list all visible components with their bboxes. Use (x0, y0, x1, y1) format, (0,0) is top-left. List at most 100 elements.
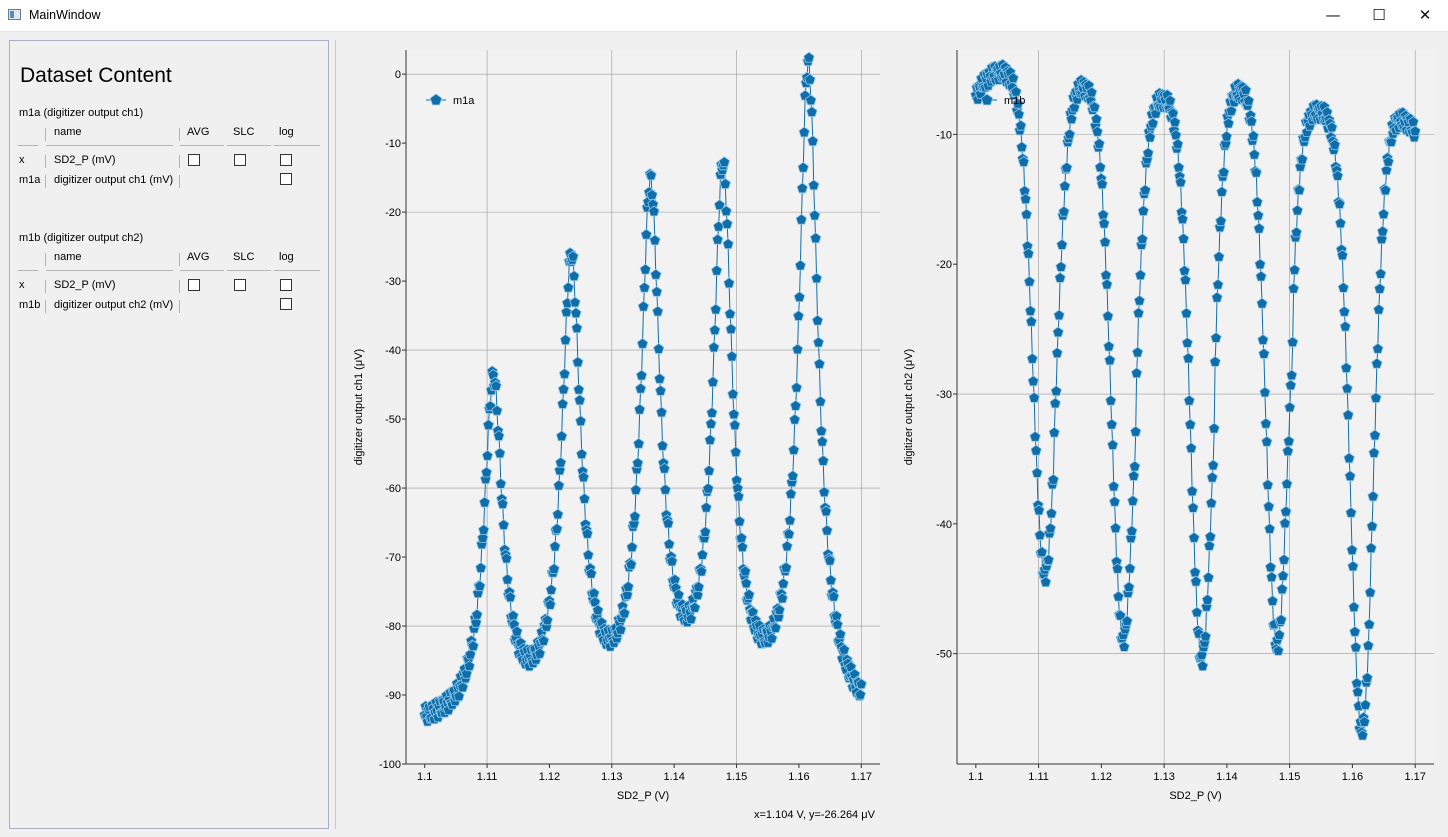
data-point (699, 526, 711, 538)
data-point (481, 449, 494, 461)
x-tick-label: 1.11 (477, 771, 498, 783)
data-point (1047, 473, 1060, 485)
data-point (718, 156, 731, 168)
data-point (585, 567, 597, 579)
data-point (793, 291, 806, 303)
data-point (1131, 346, 1144, 358)
x-tick-label: 1.1 (417, 771, 432, 783)
data-point (1123, 581, 1135, 593)
data-point (501, 573, 514, 585)
data-point (500, 552, 513, 564)
avg-checkbox-x-m1a[interactable] (188, 154, 200, 166)
data-point (1210, 332, 1222, 343)
avg-checkbox-x-m1b[interactable] (188, 279, 200, 291)
data-point (1259, 386, 1271, 398)
header-underline (18, 145, 38, 146)
data-point (549, 540, 561, 552)
data-point (1240, 84, 1252, 95)
data-point (1376, 225, 1389, 237)
window-title: MainWindow (29, 8, 101, 22)
data-point (1059, 180, 1071, 192)
y-axis-title: digitizer output ch1 (μV) (353, 349, 365, 465)
data-point (559, 334, 572, 346)
data-point (1010, 85, 1022, 97)
data-point (1275, 614, 1287, 625)
log-checkbox-m1b[interactable] (280, 298, 292, 310)
data-point (1051, 347, 1063, 359)
log-checkbox-m1a[interactable] (280, 173, 292, 185)
y-tick-label: -90 (385, 690, 401, 702)
data-point (1385, 136, 1397, 147)
data-point (1283, 435, 1295, 447)
data-point (1286, 369, 1298, 381)
data-point (1050, 385, 1062, 397)
data-point (727, 388, 739, 400)
data-point (1182, 352, 1195, 364)
data-point (572, 356, 584, 368)
data-point (1107, 439, 1119, 450)
legend-marker (980, 93, 994, 106)
data-point (1225, 105, 1238, 116)
data-point (634, 382, 647, 394)
data-point (1248, 148, 1261, 160)
data-point (1329, 138, 1341, 150)
data-point (560, 306, 573, 318)
close-button[interactable]: ✕ (1418, 6, 1432, 24)
y-tick-label: -60 (385, 483, 401, 495)
y-tick-label: -10 (385, 138, 401, 150)
data-point (1206, 471, 1218, 483)
x-tick-label: 1.17 (1404, 771, 1425, 783)
data-point (1276, 583, 1288, 595)
dataset-content-panel: Dataset Content m1a (digitizer output ch… (9, 40, 329, 829)
data-point (553, 479, 565, 491)
data-point (1053, 309, 1065, 321)
splitter-handle[interactable] (335, 40, 336, 829)
data-point (720, 205, 732, 217)
data-point (733, 515, 746, 527)
data-point (666, 555, 678, 567)
data-point (1130, 367, 1143, 379)
data-point (1029, 430, 1041, 442)
data-point (1255, 270, 1267, 282)
minimize-button[interactable]: — (1325, 6, 1341, 24)
header-slc: SLC (233, 126, 255, 138)
data-point (1369, 429, 1381, 441)
dataset-table-m1a: name AVG SLC log x SD2_P (mV) m1a digiti… (10, 125, 328, 188)
x-tick-label: 1.15 (1279, 771, 1300, 783)
data-point (651, 285, 663, 297)
header-avg: AVG (187, 251, 210, 263)
data-point (1253, 222, 1265, 234)
app-window-icon (8, 9, 21, 20)
data-point (662, 517, 674, 529)
data-point (478, 496, 491, 508)
data-point (1129, 460, 1141, 472)
data-point (1339, 320, 1351, 332)
data-point (638, 281, 651, 293)
data-point (548, 563, 560, 574)
log-checkbox-x-m1a[interactable] (280, 154, 292, 166)
data-point (1334, 217, 1347, 229)
data-point (1407, 116, 1419, 127)
data-point (820, 505, 832, 517)
plot-ch1[interactable]: 1.1 1.11 1.12 1.13 1.14 1.15 1.16 1.17 0 -10 -20 -3… (339, 40, 887, 808)
data-point (1134, 269, 1147, 281)
data-point (1331, 170, 1344, 181)
plot-ch2[interactable]: 1.1 1.11 1.12 1.13 1.14 1.15 1.16 1.17 -10 -20 -30… (894, 40, 1444, 808)
data-point (1040, 576, 1052, 588)
data-point (1027, 375, 1039, 387)
slc-checkbox-x-m1b[interactable] (234, 279, 246, 291)
maximize-button[interactable]: ☐ (1372, 6, 1386, 24)
data-point (726, 350, 738, 362)
data-point (831, 618, 844, 630)
series-markers-m1a (419, 51, 867, 727)
header-name: name (54, 251, 82, 263)
slc-checkbox-x-m1a[interactable] (234, 154, 246, 166)
data-point (809, 209, 821, 221)
data-point (1365, 542, 1377, 554)
log-checkbox-x-m1b[interactable] (280, 279, 292, 291)
data-point (1364, 586, 1376, 598)
x-tick-label: 1.17 (851, 771, 872, 783)
y-tick-label: -20 (936, 259, 952, 271)
data-point (1108, 495, 1121, 507)
data-point (1106, 418, 1118, 430)
